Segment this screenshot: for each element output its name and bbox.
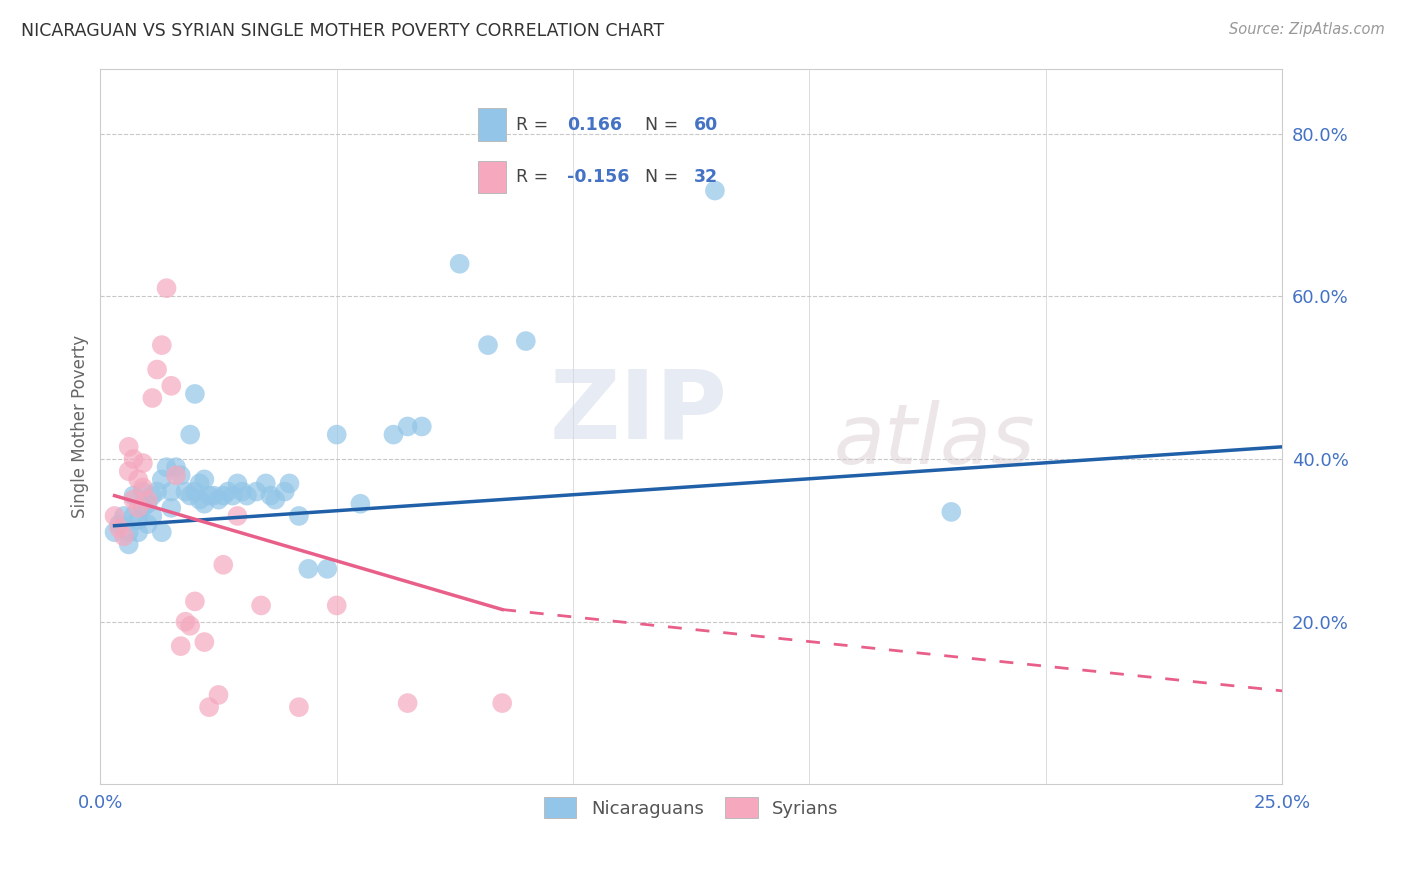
- Point: [141, 489, 163, 503]
- Point: [226, 476, 249, 491]
- Point: [141, 508, 163, 523]
- Point: [160, 500, 183, 515]
- Point: [165, 460, 187, 475]
- Text: NICARAGUAN VS SYRIAN SINGLE MOTHER POVERTY CORRELATION CHART: NICARAGUAN VS SYRIAN SINGLE MOTHER POVER…: [21, 22, 664, 40]
- Point: [122, 452, 145, 467]
- Point: [212, 489, 235, 503]
- Point: [122, 508, 145, 523]
- Point: [160, 484, 183, 499]
- Point: [174, 484, 197, 499]
- Point: [198, 700, 221, 714]
- Point: [127, 500, 149, 515]
- Point: [198, 489, 221, 503]
- Point: [146, 362, 169, 376]
- Point: [325, 599, 347, 613]
- Point: [288, 700, 311, 714]
- Point: [212, 558, 235, 572]
- Point: [118, 464, 141, 478]
- Point: [941, 505, 963, 519]
- Point: [396, 419, 419, 434]
- Point: [491, 696, 513, 710]
- Point: [325, 427, 347, 442]
- Point: [184, 594, 207, 608]
- Point: [170, 468, 193, 483]
- Point: [150, 472, 173, 486]
- Point: [250, 599, 273, 613]
- Point: [179, 427, 201, 442]
- Text: Source: ZipAtlas.com: Source: ZipAtlas.com: [1229, 22, 1385, 37]
- Point: [245, 484, 267, 499]
- Point: [193, 635, 215, 649]
- Point: [515, 334, 537, 348]
- Point: [127, 525, 149, 540]
- Point: [136, 497, 159, 511]
- Point: [112, 529, 135, 543]
- Point: [202, 489, 225, 503]
- Point: [236, 489, 259, 503]
- Point: [193, 497, 215, 511]
- Point: [155, 460, 177, 475]
- Point: [184, 484, 207, 499]
- Point: [112, 508, 135, 523]
- Point: [122, 492, 145, 507]
- Point: [207, 688, 229, 702]
- Point: [264, 492, 287, 507]
- Point: [132, 500, 155, 515]
- Point: [179, 619, 201, 633]
- Point: [103, 508, 125, 523]
- Point: [118, 537, 141, 551]
- Point: [141, 391, 163, 405]
- Point: [396, 696, 419, 710]
- Point: [136, 492, 159, 507]
- Point: [150, 525, 173, 540]
- Point: [288, 508, 311, 523]
- Point: [226, 508, 249, 523]
- Point: [103, 525, 125, 540]
- Point: [254, 476, 277, 491]
- Point: [259, 489, 281, 503]
- Point: [165, 468, 187, 483]
- Point: [274, 484, 297, 499]
- Text: ZIP: ZIP: [550, 366, 727, 458]
- Point: [122, 489, 145, 503]
- Point: [184, 387, 207, 401]
- Point: [207, 492, 229, 507]
- Point: [231, 484, 253, 499]
- Point: [170, 639, 193, 653]
- Point: [127, 472, 149, 486]
- Legend: Nicaraguans, Syrians: Nicaraguans, Syrians: [537, 790, 846, 825]
- Y-axis label: Single Mother Poverty: Single Mother Poverty: [72, 334, 89, 518]
- Point: [174, 615, 197, 629]
- Point: [132, 484, 155, 499]
- Point: [155, 281, 177, 295]
- Point: [222, 489, 245, 503]
- Point: [108, 517, 131, 532]
- Point: [118, 440, 141, 454]
- Point: [449, 257, 471, 271]
- Point: [411, 419, 433, 434]
- Point: [136, 517, 159, 532]
- Point: [188, 492, 211, 507]
- Point: [703, 184, 725, 198]
- Point: [278, 476, 301, 491]
- Point: [217, 484, 239, 499]
- Point: [188, 476, 211, 491]
- Point: [132, 481, 155, 495]
- Point: [477, 338, 499, 352]
- Point: [193, 472, 215, 486]
- Point: [179, 489, 201, 503]
- Point: [382, 427, 405, 442]
- Point: [297, 562, 319, 576]
- Point: [118, 525, 141, 540]
- Point: [349, 497, 371, 511]
- Point: [127, 513, 149, 527]
- Point: [316, 562, 339, 576]
- Point: [146, 484, 169, 499]
- Text: atlas: atlas: [834, 401, 1035, 482]
- Point: [132, 456, 155, 470]
- Point: [150, 338, 173, 352]
- Point: [160, 379, 183, 393]
- Point: [108, 521, 131, 535]
